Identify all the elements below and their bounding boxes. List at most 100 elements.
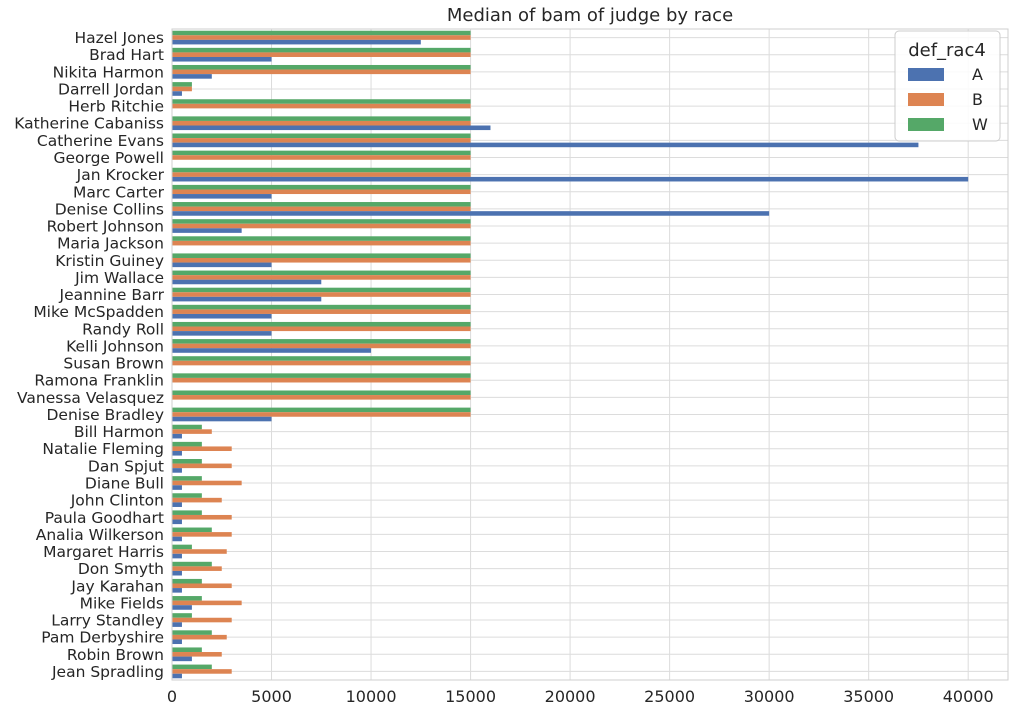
bar-W-jan-krocker xyxy=(172,167,471,173)
bar-W-margaret-harris xyxy=(172,544,192,550)
bar-W-mike-mcspadden xyxy=(172,304,471,310)
y-tick-label: Brad Hart xyxy=(89,46,164,64)
bar-B-marc-carter xyxy=(172,189,471,195)
y-tick-label: Analia Wilkerson xyxy=(36,526,164,544)
bars xyxy=(172,30,969,679)
bar-B-herb-ritchie xyxy=(172,103,471,109)
y-tick-label: Jay Karahan xyxy=(70,577,164,595)
y-tick-label: Larry Standley xyxy=(51,612,164,630)
plot-frame xyxy=(171,28,1009,681)
y-tick-label: Paula Goodhart xyxy=(45,509,164,527)
bar-B-bill-harmon xyxy=(172,429,212,434)
y-tick-label: Nikita Harmon xyxy=(53,63,164,81)
bar-W-mike-fields xyxy=(172,596,202,601)
bar-A-catherine-evans xyxy=(172,142,919,148)
bar-A-hazel-jones xyxy=(172,39,421,45)
bar-A-jay-karahan xyxy=(172,588,182,593)
bar-A-dan-spjut xyxy=(172,468,182,473)
y-tick-label: Jim Wallace xyxy=(74,269,164,287)
x-tick-label: 40000 xyxy=(943,687,994,706)
y-tick-label: Denise Bradley xyxy=(47,406,165,424)
bar-W-denise-collins xyxy=(172,202,471,207)
bar-A-brad-hart xyxy=(172,56,272,62)
bar-A-john-clinton xyxy=(172,502,182,507)
bar-B-maria-jackson xyxy=(172,240,471,246)
bar-B-mike-mcspadden xyxy=(172,309,471,314)
y-tick-label: Maria Jackson xyxy=(57,235,164,253)
bar-B-kelli-johnson xyxy=(172,343,471,349)
x-tick-label: 20000 xyxy=(545,687,596,706)
bar-W-randy-roll xyxy=(172,321,471,327)
y-tick-label: Margaret Harris xyxy=(43,543,164,561)
bar-W-diane-bull xyxy=(172,476,202,481)
bar-B-robin-brown xyxy=(172,652,222,657)
bar-B-jeannine-barr xyxy=(172,292,471,297)
bar-A-kristin-guiney xyxy=(172,262,272,268)
bar-B-ramona-franklin xyxy=(172,377,471,383)
y-tick-label: Marc Carter xyxy=(73,183,165,201)
legend: def_rac4 ABW xyxy=(894,30,1001,142)
y-tick-label: Natalie Fleming xyxy=(42,440,164,458)
y-tick-label: Katherine Cabaniss xyxy=(14,115,164,133)
bar-B-mike-fields xyxy=(172,600,242,606)
legend-label-B: B xyxy=(972,90,983,109)
bar-A-margaret-harris xyxy=(172,553,182,559)
bar-B-margaret-harris xyxy=(172,549,227,554)
bar-A-denise-collins xyxy=(172,211,770,216)
bar-A-don-smyth xyxy=(172,570,182,576)
bar-B-pam-derbyshire xyxy=(172,634,227,640)
bar-W-ramona-franklin xyxy=(172,373,471,378)
bar-A-mike-fields xyxy=(172,605,192,610)
x-tick-label: 0 xyxy=(167,687,177,706)
bar-W-larry-standley xyxy=(172,613,192,618)
bar-B-dan-spjut xyxy=(172,463,232,469)
bar-A-robert-johnson xyxy=(172,228,242,233)
bar-A-diane-bull xyxy=(172,485,182,490)
legend-label-A: A xyxy=(972,65,983,84)
bar-W-darrell-jordan xyxy=(172,82,192,87)
bar-W-jay-karahan xyxy=(172,578,202,584)
legend-box xyxy=(894,30,1001,142)
bar-W-jim-wallace xyxy=(172,270,471,276)
bar-B-robert-johnson xyxy=(172,223,471,229)
y-tick-label: Bill Harmon xyxy=(74,423,164,441)
bar-W-natalie-fleming xyxy=(172,441,202,447)
bar-B-analia-wilkerson xyxy=(172,532,232,537)
bar-W-herb-ritchie xyxy=(172,99,471,104)
bar-W-marc-carter xyxy=(172,184,471,190)
bar-A-bill-harmon xyxy=(172,433,182,439)
bar-W-denise-bradley xyxy=(172,407,471,413)
x-tick-label: 10000 xyxy=(346,687,397,706)
bar-A-nikita-harmon xyxy=(172,74,212,79)
bar-W-john-clinton xyxy=(172,493,202,498)
bar-W-kelli-johnson xyxy=(172,339,471,344)
bar-B-vanessa-velasquez xyxy=(172,395,471,400)
bar-A-larry-standley xyxy=(172,622,182,627)
bar-W-nikita-harmon xyxy=(172,64,471,70)
bar-W-dan-spjut xyxy=(172,459,202,464)
y-tick-label: John Clinton xyxy=(70,492,164,510)
bar-A-jan-krocker xyxy=(172,176,969,182)
y-tick-label: George Powell xyxy=(53,149,164,167)
bar-W-jean-spradling xyxy=(172,664,212,670)
bar-A-denise-bradley xyxy=(172,416,272,422)
y-tick-label: Vanessa Velasquez xyxy=(17,389,164,407)
bar-W-bill-harmon xyxy=(172,424,202,430)
bar-A-robin-brown xyxy=(172,656,192,662)
bar-W-don-smyth xyxy=(172,561,212,567)
bar-B-natalie-fleming xyxy=(172,446,232,452)
bar-W-katherine-cabaniss xyxy=(172,116,471,121)
bar-W-robin-brown xyxy=(172,647,202,653)
x-tick-label: 30000 xyxy=(744,687,795,706)
bar-B-paula-goodhart xyxy=(172,514,232,520)
bar-A-jeannine-barr xyxy=(172,296,322,302)
legend-swatch-A xyxy=(908,68,944,81)
bar-B-darrell-jordan xyxy=(172,86,192,92)
bar-A-marc-carter xyxy=(172,194,272,199)
y-tick-label: Jan Krocker xyxy=(76,166,165,184)
bar-A-randy-roll xyxy=(172,331,272,336)
y-tick-label: Randy Roll xyxy=(82,320,164,338)
bar-B-diane-bull xyxy=(172,480,242,486)
bar-B-nikita-harmon xyxy=(172,69,471,75)
